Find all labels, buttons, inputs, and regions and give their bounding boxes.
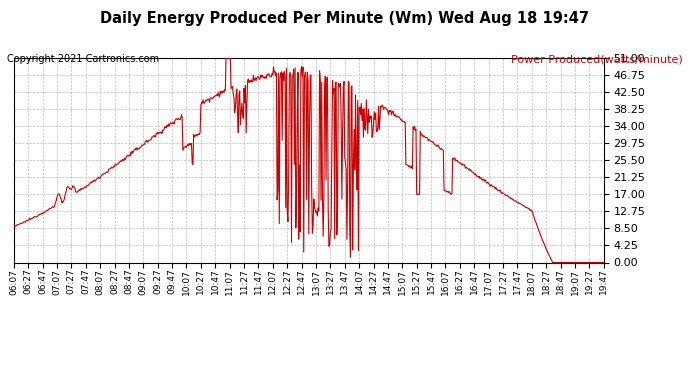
Text: Daily Energy Produced Per Minute (Wm) Wed Aug 18 19:47: Daily Energy Produced Per Minute (Wm) We… xyxy=(101,11,589,26)
Text: Copyright 2021 Cartronics.com: Copyright 2021 Cartronics.com xyxy=(7,54,159,64)
Text: Power Produced(watts/minute): Power Produced(watts/minute) xyxy=(511,54,683,64)
